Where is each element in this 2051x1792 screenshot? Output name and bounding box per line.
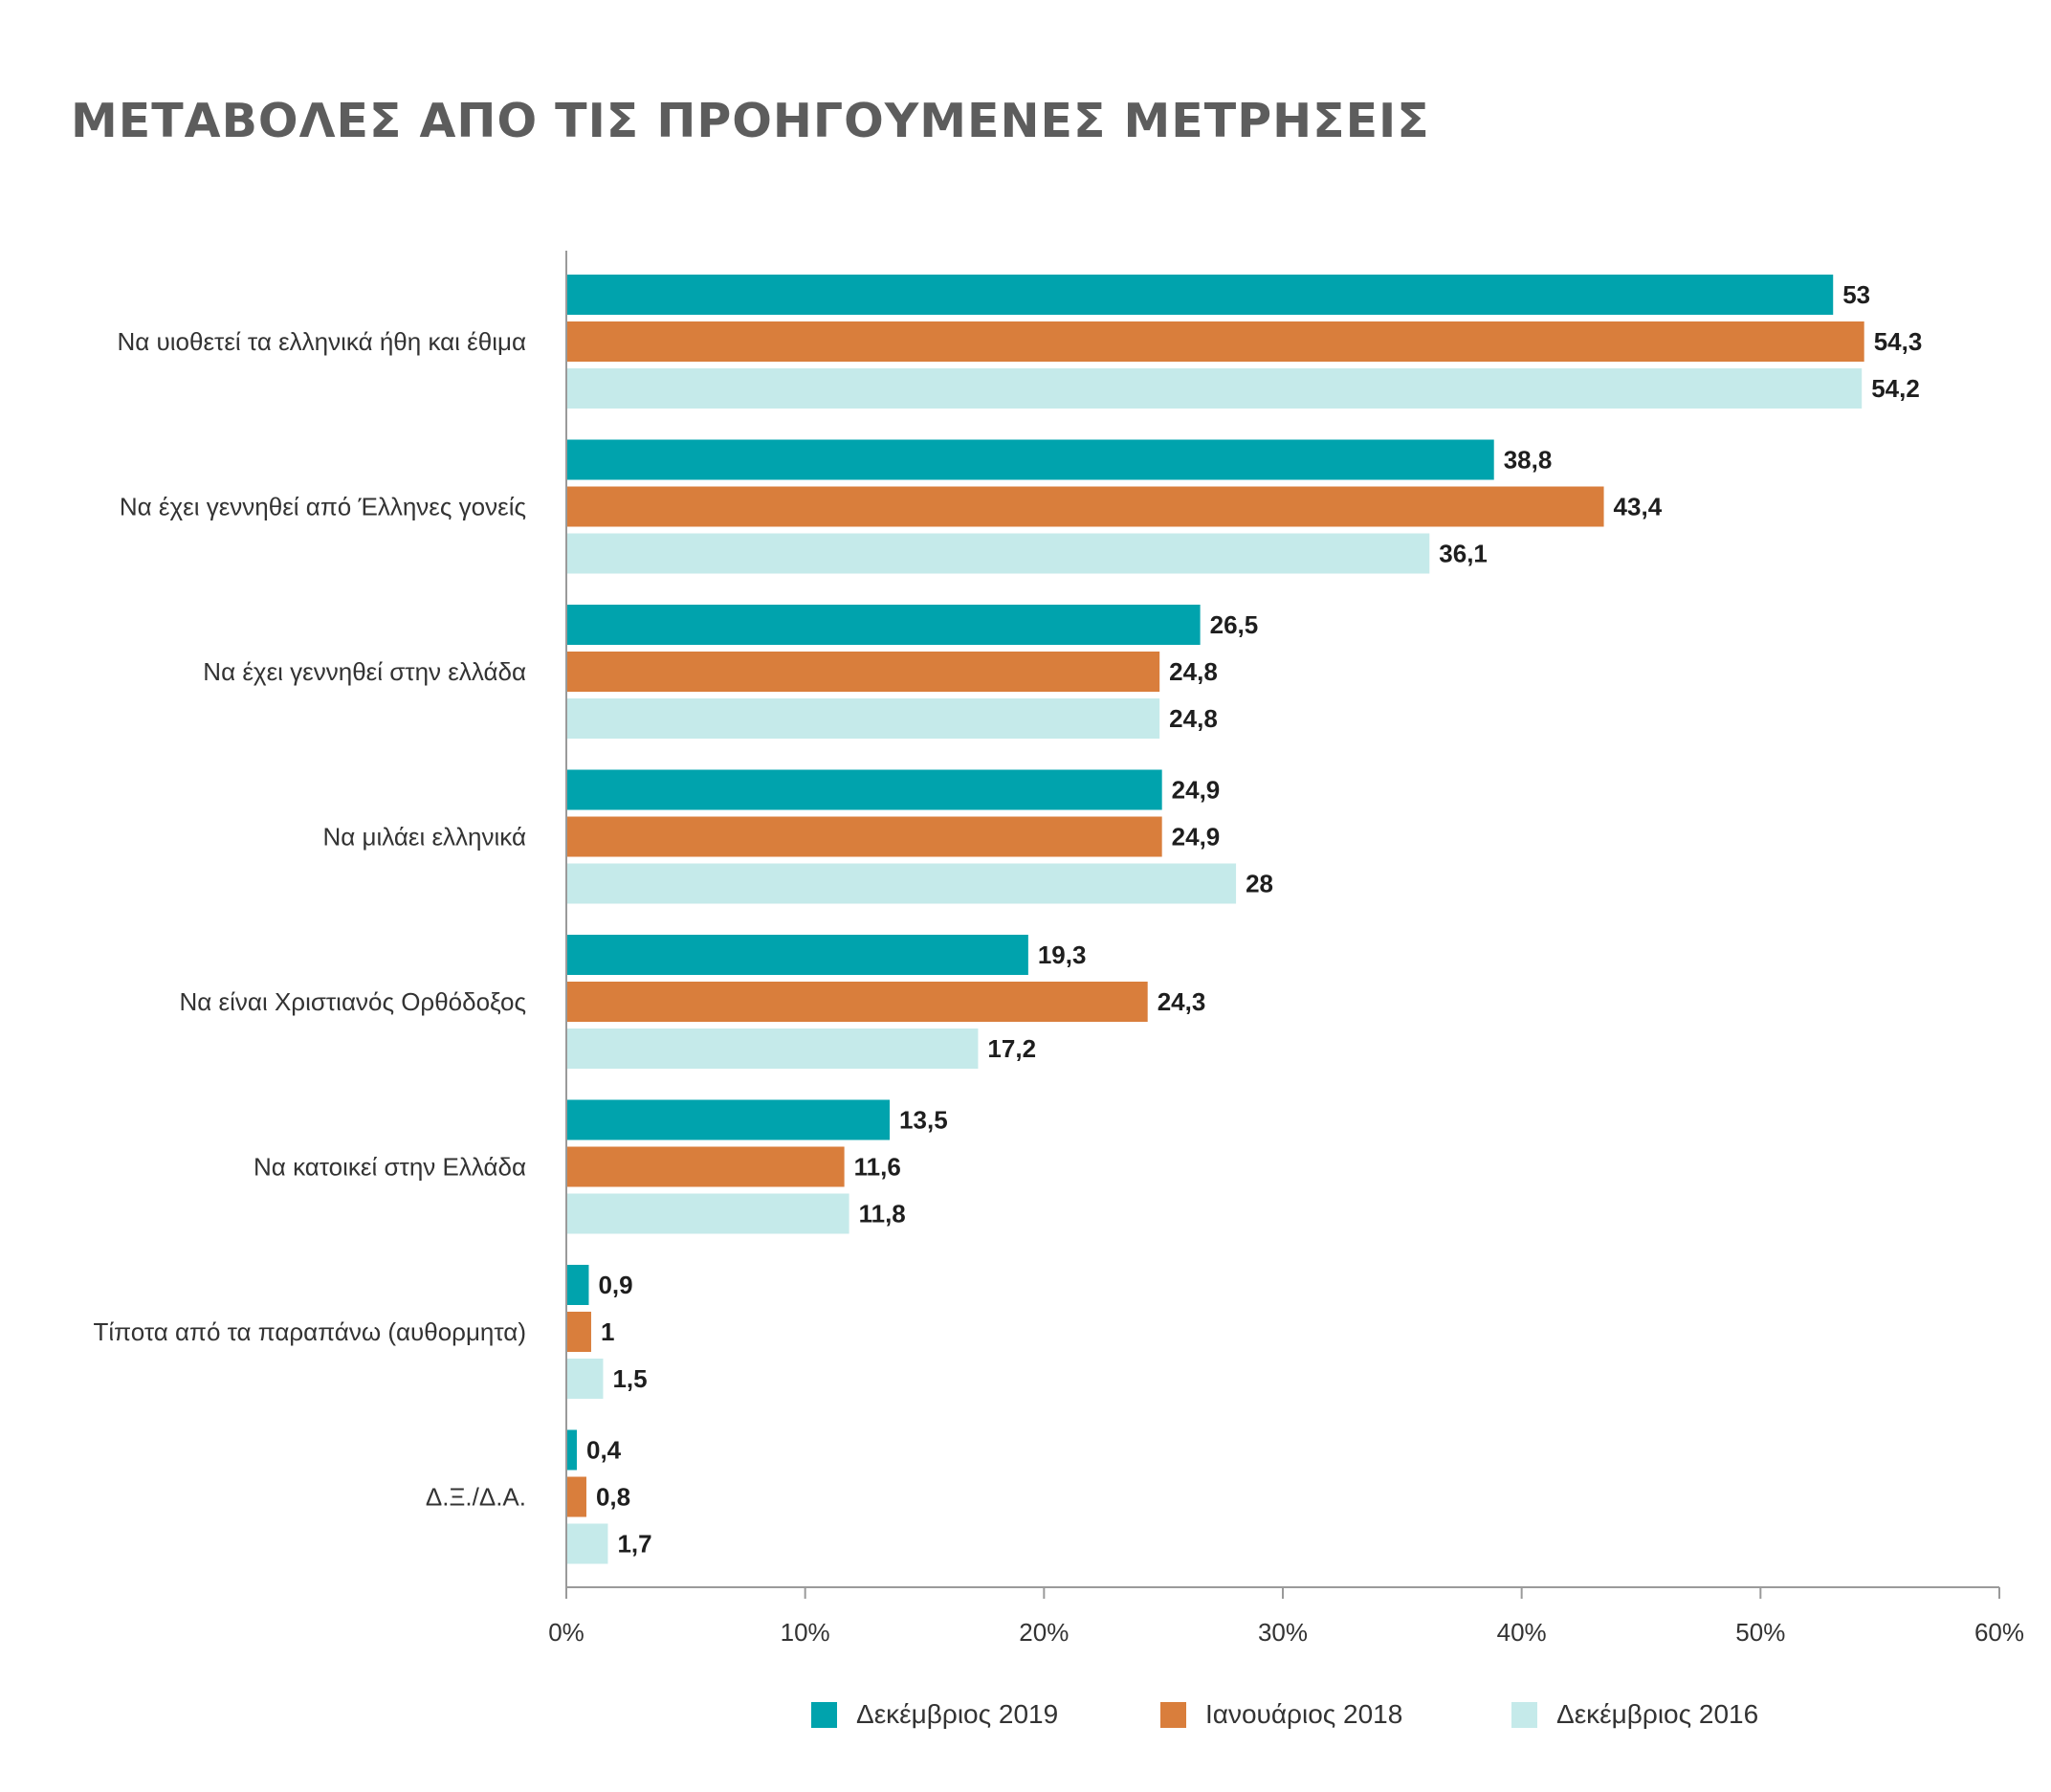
legend-swatch-jan-2018 — [1160, 1701, 1186, 1728]
category-label: Να είναι Χριστιανός Ορθόδοξος — [180, 987, 526, 1016]
data-label: 1 — [601, 1317, 614, 1346]
data-label: 0,4 — [586, 1436, 622, 1465]
data-label: 24,8 — [1169, 657, 1218, 686]
bar — [567, 1029, 979, 1069]
bar — [567, 368, 1863, 409]
data-label: 17,2 — [987, 1034, 1036, 1063]
bar — [567, 935, 1028, 975]
data-label: 26,5 — [1210, 610, 1259, 639]
bar — [567, 439, 1494, 480]
x-tick-label: 60% — [1974, 1618, 2024, 1647]
data-label: 28 — [1246, 870, 1273, 898]
category-label: Να έχει γεννηθεί στην ελλάδα — [203, 657, 526, 686]
category-label: Να μιλάει ελληνικά — [322, 823, 526, 852]
bar — [567, 1429, 577, 1471]
bar — [567, 652, 1160, 692]
bar — [567, 769, 1162, 810]
chart-title: ΜΕΤΑΒΟΛΕΣ ΑΠΟ ΤΙΣ ΠΡΟΗΓΟΥΜΕΝΕΣ ΜΕΤΡΗΣΕΙΣ — [71, 94, 1430, 148]
data-label: 54,2 — [1871, 374, 1920, 403]
data-label: 54,3 — [1874, 327, 1923, 356]
data-label: 24,3 — [1158, 987, 1206, 1016]
data-label: 19,3 — [1038, 940, 1087, 969]
category-label: Να κατοικεί στην Ελλάδα — [254, 1153, 526, 1182]
legend-label-dec-2016: Δεκέμβριος 2016 — [1556, 1699, 1759, 1729]
legend-item-jan-2018: Ιανουάριος 2018 — [1160, 1699, 1402, 1730]
category-label: Να έχει γεννηθεί από Έλληνες γονείς — [120, 493, 526, 521]
data-label: 38,8 — [1504, 446, 1553, 475]
bar — [567, 275, 1834, 315]
category-label: Δ.Ξ./Δ.Α. — [426, 1483, 526, 1512]
data-label: 24,8 — [1169, 704, 1218, 733]
bar — [567, 698, 1160, 739]
data-label: 53 — [1842, 280, 1870, 309]
data-label: 0,8 — [596, 1483, 630, 1512]
bar — [567, 605, 1201, 645]
x-tick-label: 0% — [548, 1618, 584, 1647]
category-label: Τίποτα από τα παραπάνω (αυθορμητα) — [94, 1317, 527, 1346]
bar — [567, 1099, 891, 1140]
bar — [567, 486, 1604, 527]
data-label: 0,9 — [598, 1271, 632, 1299]
legend-label-dec-2019: Δεκέμβριος 2019 — [856, 1699, 1059, 1729]
legend: Δεκέμβριος 2019 Ιανουάριος 2018 Δεκέμβρι… — [0, 1699, 2051, 1737]
legend-swatch-dec-2016 — [1511, 1701, 1537, 1728]
bar — [567, 982, 1148, 1022]
bar — [567, 1146, 845, 1187]
bar — [567, 863, 1237, 904]
data-label: 24,9 — [1172, 776, 1221, 805]
data-label: 24,9 — [1172, 823, 1221, 852]
x-tick-label: 30% — [1258, 1618, 1308, 1647]
bar — [567, 321, 1864, 362]
bar — [567, 1359, 604, 1399]
data-label: 11,6 — [854, 1153, 901, 1182]
data-label: 36,1 — [1439, 540, 1488, 568]
category-label: Να υιοθετεί τα ελληνικά ήθη και έθιμα — [118, 327, 526, 356]
bar — [567, 816, 1162, 857]
x-tick-label: 10% — [781, 1618, 830, 1647]
bar — [567, 533, 1430, 574]
legend-swatch-dec-2019 — [811, 1701, 837, 1728]
x-tick-label: 50% — [1735, 1618, 1785, 1647]
data-label: 43,4 — [1614, 493, 1663, 521]
bar — [567, 1523, 608, 1564]
data-label: 11,8 — [859, 1200, 906, 1228]
x-tick-label: 40% — [1497, 1618, 1547, 1647]
x-tick-label: 20% — [1019, 1618, 1069, 1647]
bar — [567, 1476, 586, 1517]
bar — [567, 1265, 589, 1305]
data-label: 13,5 — [899, 1106, 948, 1135]
bar — [567, 1193, 849, 1234]
data-label: 1,7 — [617, 1530, 651, 1559]
bar — [567, 1312, 591, 1352]
legend-item-dec-2019: Δεκέμβριος 2019 — [811, 1699, 1058, 1730]
data-label: 1,5 — [612, 1364, 647, 1393]
legend-label-jan-2018: Ιανουάριος 2018 — [1205, 1699, 1403, 1729]
legend-item-dec-2016: Δεκέμβριος 2016 — [1511, 1699, 1758, 1730]
